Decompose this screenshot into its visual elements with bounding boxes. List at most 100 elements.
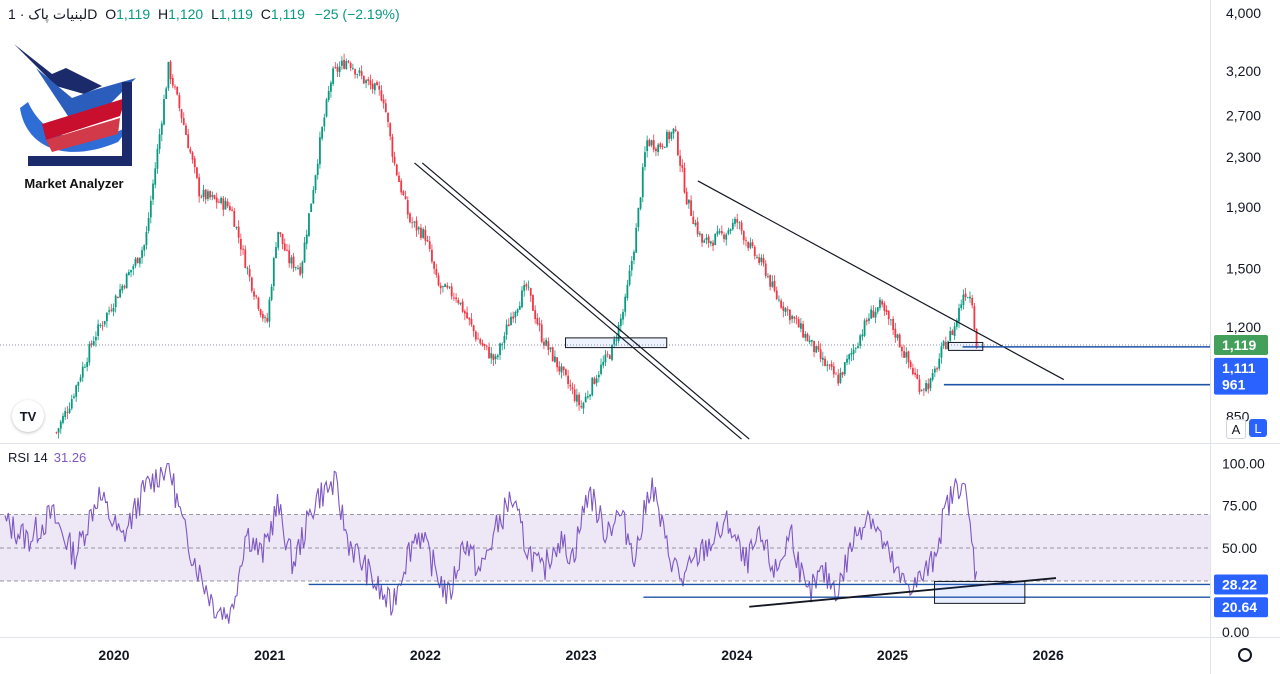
candle-body — [582, 402, 585, 409]
candle — [633, 249, 635, 265]
candle-body — [648, 139, 651, 147]
candle-body — [789, 309, 791, 321]
candle-body — [420, 227, 422, 239]
candle-body — [431, 249, 433, 262]
candle-body — [457, 299, 460, 304]
candle — [911, 363, 914, 376]
candle — [764, 260, 767, 279]
candle — [88, 341, 91, 366]
candle-body — [870, 309, 873, 319]
candle — [545, 337, 548, 347]
candle — [340, 56, 343, 70]
candle-body — [409, 213, 411, 223]
candle-body — [551, 347, 554, 362]
candle — [727, 227, 730, 236]
candle-body — [742, 231, 745, 241]
symbol-name[interactable]: لبنیات پاک — [28, 6, 88, 22]
candle — [922, 387, 925, 396]
candle — [839, 367, 842, 384]
candle — [431, 244, 433, 264]
time-axis-tick: 2020 — [98, 647, 129, 663]
candle-body — [485, 345, 488, 347]
candle — [310, 203, 313, 213]
candle-body — [101, 325, 104, 327]
candle — [367, 76, 370, 86]
candle — [95, 331, 97, 347]
candle-body — [641, 167, 644, 198]
candle-body — [494, 356, 497, 360]
candle-body — [887, 310, 890, 320]
candle-body — [947, 341, 949, 350]
auto-scale-button[interactable]: A — [1226, 419, 1246, 439]
candle-body — [723, 234, 725, 240]
candle-body — [747, 241, 750, 249]
candle — [775, 286, 778, 301]
candle-body — [681, 165, 684, 168]
candle — [351, 63, 354, 71]
candle-body — [619, 318, 622, 326]
candle — [187, 128, 190, 149]
candle — [626, 279, 629, 301]
rsi-tag-bg — [1214, 574, 1268, 595]
candle — [360, 65, 363, 80]
rsi-header[interactable]: RSI 14 31.26 — [8, 450, 86, 465]
candle — [474, 330, 477, 342]
candle — [55, 431, 58, 435]
tradingview-logo-icon[interactable]: TV — [12, 400, 44, 432]
candle — [250, 276, 253, 293]
candle — [780, 298, 783, 310]
candle-body — [152, 183, 154, 200]
candle — [516, 308, 519, 317]
candle-body — [297, 268, 299, 270]
candle — [857, 342, 859, 349]
low-label: L — [211, 6, 219, 22]
price-axis-tick: 1,900 — [1226, 199, 1261, 215]
log-scale-button[interactable]: L — [1249, 419, 1267, 437]
candle — [119, 283, 121, 299]
time-axis-tick: 2025 — [877, 647, 908, 663]
candle-body — [571, 387, 574, 390]
candle — [619, 313, 622, 332]
candle-body — [121, 285, 124, 291]
candle-body — [174, 86, 176, 88]
candle-body — [163, 99, 165, 125]
candle-body — [413, 221, 416, 223]
rsi-trendline — [749, 577, 1057, 608]
candle — [134, 256, 137, 269]
candle — [165, 86, 168, 100]
candle — [97, 319, 100, 341]
candle-body — [758, 257, 761, 264]
candle-body — [114, 295, 117, 308]
candle-body — [916, 374, 919, 379]
candle — [600, 358, 602, 376]
candle-body — [861, 334, 864, 337]
interval[interactable]: 1D — [8, 6, 98, 22]
candle-body — [536, 318, 539, 324]
candle — [925, 380, 927, 393]
candle — [892, 316, 895, 336]
candle-body — [734, 218, 736, 224]
candle-body — [255, 295, 258, 297]
candle-body — [332, 68, 335, 84]
candle-body — [562, 366, 565, 371]
candle-body — [705, 237, 708, 240]
candle-body — [395, 164, 398, 176]
candle-body — [424, 229, 427, 241]
settings-gear-icon[interactable] — [1238, 648, 1252, 662]
candle-body — [351, 68, 354, 70]
price-axis-tick: 3,200 — [1226, 63, 1261, 79]
candle-body — [749, 242, 752, 248]
candle — [690, 195, 692, 217]
candle — [180, 108, 183, 124]
candle — [571, 382, 574, 395]
candle — [738, 221, 741, 230]
candle — [731, 218, 734, 231]
candle — [222, 195, 225, 217]
candle-body — [477, 338, 479, 340]
candle-body — [81, 366, 84, 378]
price-axis-tick: 2,300 — [1226, 149, 1261, 165]
candle-body — [604, 354, 607, 363]
candle — [81, 361, 84, 382]
candle — [481, 339, 484, 347]
